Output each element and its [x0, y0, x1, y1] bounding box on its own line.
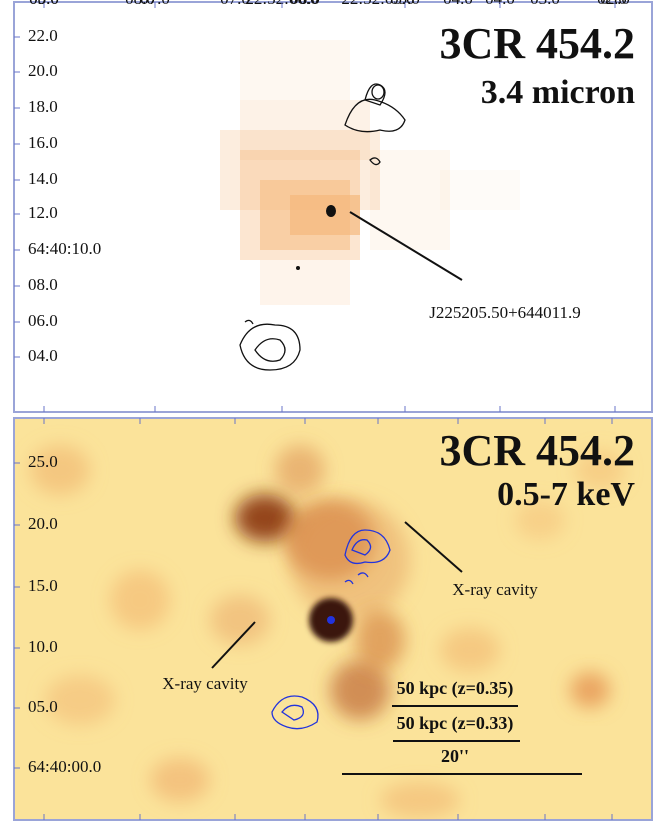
x-tick-label: 07.0 — [220, 0, 250, 8]
y-tick-label: 08.0 — [28, 275, 58, 294]
cavity-label: X-ray cavity — [162, 674, 248, 693]
source-label: J225205.50+644011.9 — [429, 303, 581, 322]
contour — [239, 323, 301, 371]
ir-pixel — [260, 260, 350, 305]
x-tick-label: 09.0 — [29, 0, 59, 8]
emission-blob — [355, 610, 405, 670]
ir-source — [296, 266, 300, 270]
emission-blob — [110, 570, 170, 630]
emission-blob — [570, 672, 610, 708]
contour — [244, 319, 254, 325]
ir-image — [220, 40, 520, 371]
ir-pixel — [290, 195, 360, 235]
contour — [369, 157, 381, 166]
pointer-line — [404, 521, 463, 573]
panel-subtitle: 0.5-7 keV — [497, 476, 635, 513]
y-tick-label: 25.0 — [28, 452, 58, 471]
contour — [281, 704, 305, 721]
y-tick-label: 06.0 — [28, 311, 58, 330]
nucleus — [327, 616, 335, 624]
contour — [344, 98, 406, 133]
emission-blob — [440, 628, 500, 672]
y-tick-label: 64:40:10.0 — [28, 239, 101, 258]
y-tick-label: 20.0 — [28, 61, 58, 80]
y-tick-label: 10.0 — [28, 637, 58, 656]
emission-blob — [515, 500, 565, 540]
ir-pixel — [240, 100, 370, 160]
contour — [357, 572, 369, 578]
contour — [254, 338, 286, 362]
scale-bar-label: 50 kpc (z=0.35) — [397, 678, 514, 699]
emission-blob — [290, 500, 410, 620]
emission-blob — [210, 595, 270, 645]
ir-pixel — [440, 170, 520, 210]
x-tick-label: 02.0 — [597, 0, 627, 8]
y-tick-label: 16.0 — [28, 133, 58, 152]
ir-pixel — [240, 40, 350, 100]
emission-blob — [575, 450, 625, 490]
panel-title: 3CR 454.2 — [439, 426, 635, 475]
emission-blob — [150, 758, 210, 802]
y-tick-label: 05.0 — [28, 697, 58, 716]
x-tick-label: 22:52:05.0 — [341, 0, 414, 8]
x-tick-label: 03.0 — [530, 0, 560, 8]
contour — [344, 529, 391, 565]
y-tick-label: 04.0 — [28, 346, 58, 365]
y-tick-label: 12.0 — [28, 203, 58, 222]
emission-blob — [275, 445, 325, 495]
y-tick-label: 14.0 — [28, 169, 58, 188]
emission-blob — [380, 782, 460, 818]
x-tick-label: 08.0 — [125, 0, 155, 8]
contour — [344, 579, 354, 585]
xray-image — [30, 445, 625, 818]
y-tick-label: 15.0 — [28, 576, 58, 595]
y-tick-label: 18.0 — [28, 97, 58, 116]
emission-blob — [30, 445, 90, 495]
y-tick-label: 22.0 — [28, 26, 58, 45]
pointer-line — [349, 211, 463, 281]
x-tick-label: 06.0 — [290, 0, 320, 8]
y-tick-label: 20.0 — [28, 514, 58, 533]
x-tick-label: 04.0 — [443, 0, 473, 8]
panel-subtitle: 3.4 micron — [481, 74, 635, 111]
scale-bar-label: 50 kpc (z=0.33) — [397, 713, 514, 734]
scale-bar-label: 20'' — [441, 746, 469, 766]
ir-source — [326, 205, 336, 217]
emission-blob — [330, 660, 390, 720]
pointer-line — [211, 621, 256, 669]
ir-pixel — [370, 150, 450, 250]
y-tick-label: 64:40:00.0 — [28, 757, 101, 776]
panel-title: 3CR 454.2 — [439, 19, 635, 68]
contour — [351, 539, 372, 556]
emission-blob — [45, 675, 115, 725]
contour — [271, 695, 319, 730]
contour — [371, 84, 385, 100]
cavity-label: X-ray cavity — [452, 580, 538, 599]
emission-blob — [235, 494, 295, 542]
